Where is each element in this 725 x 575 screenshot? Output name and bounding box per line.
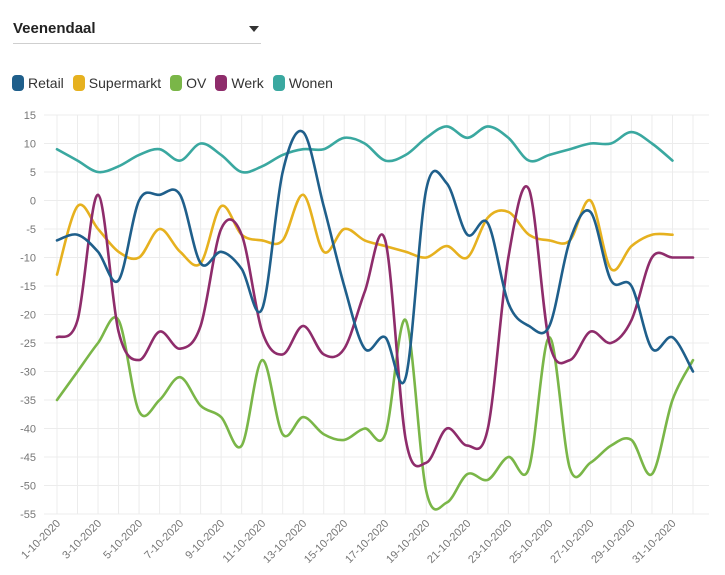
grid <box>44 114 709 515</box>
legend-item-retail[interactable]: Retail <box>12 75 64 91</box>
series-line-retail[interactable] <box>55 129 695 385</box>
city-select-value: Veenendaal <box>13 20 96 37</box>
legend-label: Supermarkt <box>88 75 162 91</box>
y-tick-label: -5 <box>26 224 36 236</box>
legend-item-werk[interactable]: Werk <box>215 75 264 91</box>
y-tick-label: -10 <box>20 253 36 265</box>
y-tick-label: -50 <box>20 481 36 493</box>
series-line-wonen[interactable] <box>55 125 674 174</box>
y-tick-label: -30 <box>20 367 36 379</box>
legend-swatch <box>72 75 85 91</box>
y-tick-label: -40 <box>20 424 36 436</box>
x-tick-label: 3-10-2020 <box>60 518 104 562</box>
legend-label: Wonen <box>288 75 333 91</box>
x-tick-label: 5-10-2020 <box>101 518 145 562</box>
legend-label: OV <box>186 75 207 91</box>
y-tick-label: -55 <box>20 509 36 521</box>
y-axis: 15 10 5 0 -5 -10 -15 -20 -25 -30 -35 -40 -45 -50 -55 <box>20 110 36 521</box>
chart-legend: Retail Supermarkt OV Werk Wonen <box>12 73 342 93</box>
legend-swatch <box>272 75 285 91</box>
legend-swatch <box>170 75 183 91</box>
y-tick-label: -15 <box>20 281 36 293</box>
legend-item-supermarkt[interactable]: Supermarkt <box>72 75 162 91</box>
legend-label: Werk <box>231 75 264 91</box>
x-tick-label: 7-10-2020 <box>142 518 186 562</box>
y-tick-label: 0 <box>30 196 36 208</box>
legend-swatch <box>12 75 24 91</box>
series-line-ov[interactable] <box>55 316 695 511</box>
series-line-werk[interactable] <box>55 185 695 468</box>
x-tick-label: 31-10-2020 <box>630 518 678 566</box>
y-tick-label: -45 <box>20 452 36 464</box>
chevron-down-icon <box>249 26 259 32</box>
y-tick-label: 10 <box>24 139 36 151</box>
x-tick-label: 9-10-2020 <box>183 518 227 562</box>
legend-label: Retail <box>28 75 64 91</box>
city-select[interactable]: Veenendaal <box>13 13 261 44</box>
legend-swatch <box>215 75 228 91</box>
legend-item-ov[interactable]: OV <box>170 75 206 91</box>
x-tick-label: 1-10-2020 <box>19 518 63 562</box>
y-tick-label: -35 <box>20 395 36 407</box>
y-tick-label: 15 <box>24 110 36 122</box>
y-tick-label: 5 <box>30 167 36 179</box>
legend-item-wonen[interactable]: Wonen <box>272 75 333 91</box>
y-tick-label: -20 <box>20 310 36 322</box>
x-axis: 1-10-20203-10-20205-10-20207-10-20209-10… <box>19 518 678 566</box>
y-tick-label: -25 <box>20 338 36 350</box>
